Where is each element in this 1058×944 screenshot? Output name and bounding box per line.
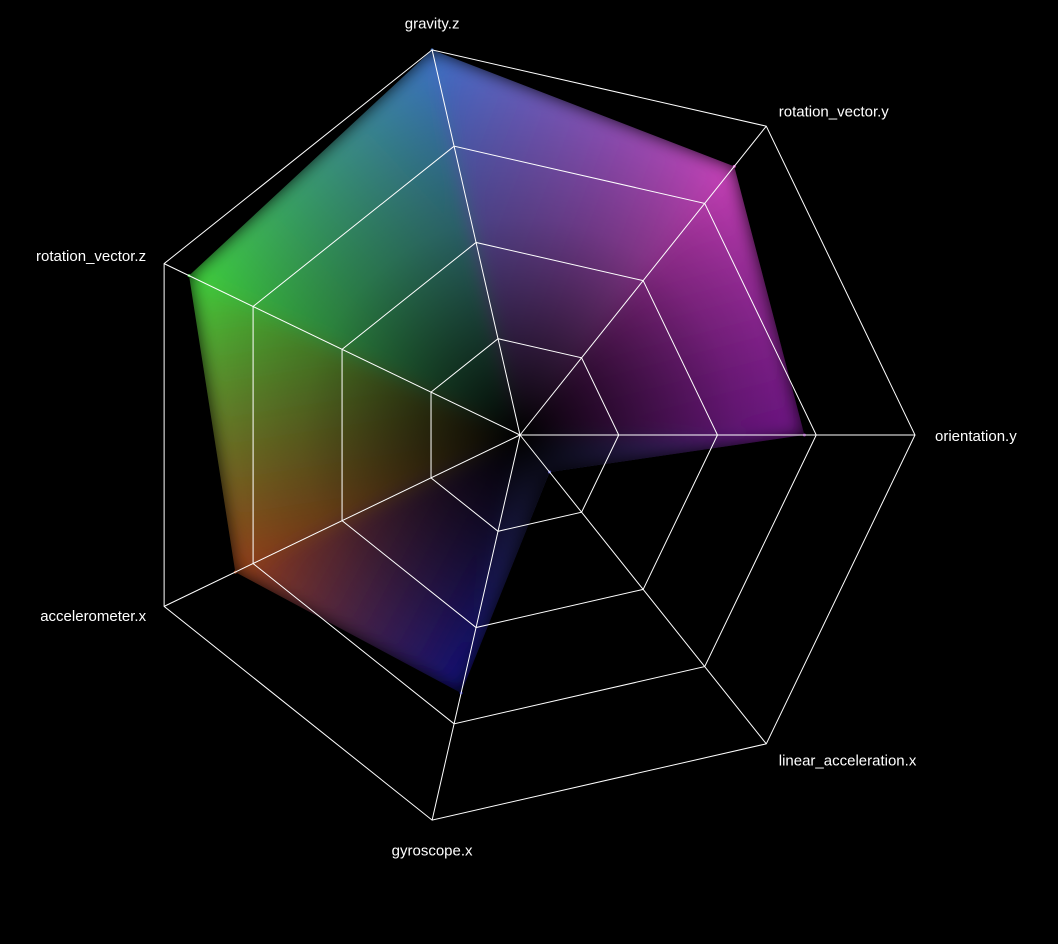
axis-label-accelerometer-x: accelerometer.x bbox=[40, 608, 146, 625]
axis-spoke-rotation-vector-y bbox=[519, 125, 767, 436]
axis-label-gravity-z: gravity.z bbox=[405, 15, 460, 32]
radar-grid bbox=[163, 49, 916, 821]
grid-ring-3 bbox=[252, 145, 817, 725]
axis-spoke-linear-acceleration-x bbox=[519, 434, 767, 745]
axis-label-rotation-vector-y: rotation_vector.y bbox=[779, 104, 890, 121]
grid-ring-1 bbox=[430, 338, 620, 532]
axis-label-linear-acceleration-x: linear_acceleration.x bbox=[779, 752, 917, 769]
axis-label-rotation-vector-z: rotation_vector.z bbox=[36, 248, 146, 265]
axis-label-orientation-y: orientation.y bbox=[935, 428, 1017, 445]
grid-ring-2 bbox=[341, 241, 719, 629]
axis-labels: orientation.y linear_acceleration.xgyrosc… bbox=[36, 15, 1017, 859]
axis-label-gyroscope-x: gyroscope.x bbox=[392, 843, 473, 860]
axis-spoke-gyroscope-x bbox=[431, 434, 521, 821]
grid-ring-4 bbox=[163, 49, 916, 821]
axis-spoke-accelerometer-x bbox=[163, 434, 521, 607]
axis-spoke-rotation-vector-z bbox=[163, 263, 521, 436]
axis-spoke-gravity-z bbox=[431, 49, 521, 436]
